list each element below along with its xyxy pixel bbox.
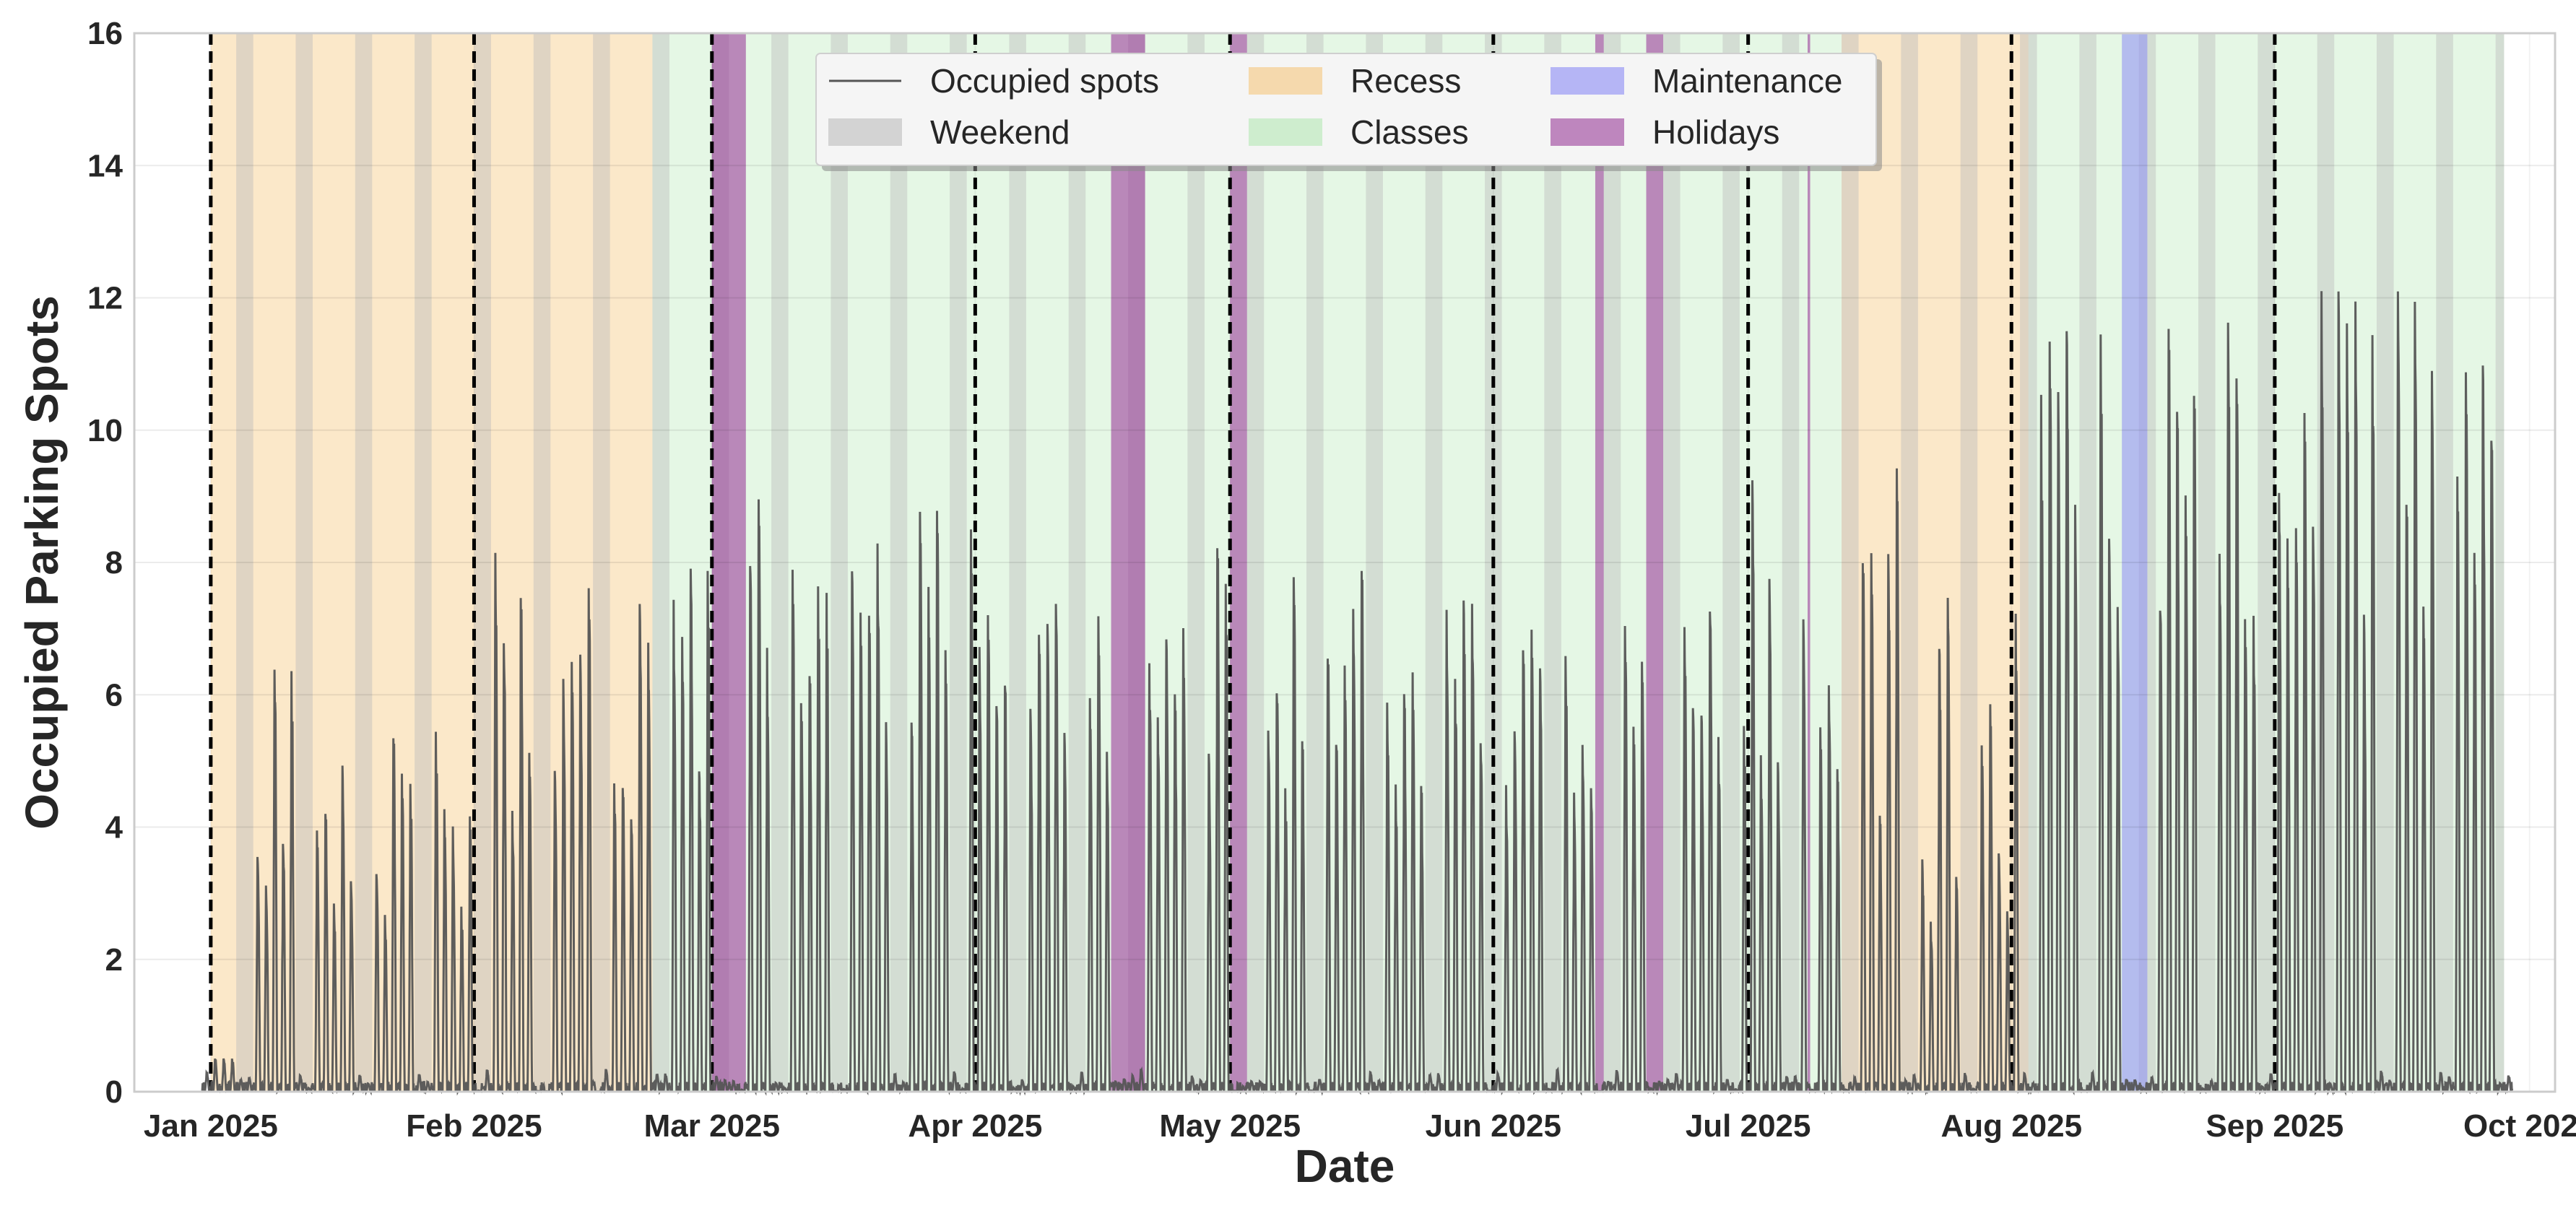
weekend-band — [1960, 33, 1978, 1092]
holiday-band-2 — [1230, 33, 1247, 1092]
month-boundary-lines — [209, 33, 2277, 1092]
y-tick-label: 4 — [105, 810, 123, 845]
plot-frame — [133, 32, 2557, 1093]
x-tick-label: Apr 2025 — [908, 1108, 1042, 1144]
x-axis-label: Date — [1295, 1140, 1395, 1192]
weekend-band — [950, 33, 967, 1092]
weekend-band — [474, 33, 491, 1092]
period-shading-layer — [210, 33, 2505, 1092]
weekend-band — [593, 33, 610, 1092]
weekend-band — [295, 33, 313, 1092]
legend-swatch-holidays — [1551, 118, 1624, 146]
holiday-band-3 — [1595, 33, 1604, 1092]
weekend-band — [1722, 33, 1740, 1092]
legend-swatch-classes — [1249, 118, 1322, 146]
weekend-band — [890, 33, 908, 1092]
weekend-band — [2198, 33, 2216, 1092]
occupancy-series — [201, 291, 2514, 1096]
x-tick-label: Aug 2025 — [1940, 1108, 2082, 1144]
maintenance-band-0 — [2122, 33, 2148, 1092]
legend-label: Maintenance — [1652, 62, 1842, 100]
x-tick-label: May 2025 — [1159, 1108, 1301, 1144]
weekend-band — [1068, 33, 1086, 1092]
legend-swatch-maintenance — [1551, 67, 1624, 95]
occupied-spots-line — [201, 291, 2514, 1096]
legend-label: Occupied spots — [930, 62, 1159, 100]
y-tick-label: 8 — [105, 545, 123, 581]
x-tick-label: Mar 2025 — [644, 1108, 780, 1144]
y-axis-label: Occupied Parking Spots — [16, 295, 68, 830]
weekend-band — [2079, 33, 2096, 1092]
weekend-band — [415, 33, 432, 1092]
legend-swatch-weekend — [828, 118, 902, 146]
legend-swatch-recess — [1249, 67, 1322, 95]
x-tick-label: Jan 2025 — [144, 1108, 278, 1144]
y-tick-label: 14 — [87, 148, 123, 183]
weekend-band — [1663, 33, 1681, 1092]
weekend-band — [1187, 33, 1205, 1092]
weekend-band — [1544, 33, 1561, 1092]
y-tick-label: 12 — [87, 281, 123, 316]
legend-label: Classes — [1350, 113, 1469, 151]
y-tick-label: 6 — [105, 677, 123, 713]
weekend-band — [1425, 33, 1443, 1092]
y-tick-label: 0 — [105, 1074, 123, 1110]
x-tick-label: Oct 2025 — [2463, 1108, 2576, 1144]
x-tick-label: Jun 2025 — [1426, 1108, 1561, 1144]
weekend-band — [1901, 33, 1918, 1092]
legend-label: Holidays — [1652, 113, 1779, 151]
weekend-band — [2436, 33, 2453, 1092]
x-tick-label: Sep 2025 — [2206, 1108, 2343, 1144]
holiday-band-5 — [1807, 33, 1810, 1092]
weekend-band — [1842, 33, 1859, 1092]
weekend-band — [2258, 33, 2275, 1092]
weekend-band — [2020, 33, 2037, 1092]
weekend-band — [1366, 33, 1383, 1092]
weekend-band — [1782, 33, 1800, 1092]
weekend-band — [652, 33, 669, 1092]
legend-label: Weekend — [930, 113, 1070, 151]
holiday-band-4 — [1646, 33, 1664, 1092]
weekend-band — [1009, 33, 1026, 1092]
holiday-band-0 — [711, 33, 746, 1092]
legend-label: Recess — [1350, 62, 1461, 100]
weekend-band — [1306, 33, 1324, 1092]
x-tick-label: Feb 2025 — [406, 1108, 542, 1144]
weekend-band — [236, 33, 253, 1092]
weekend-band — [831, 33, 848, 1092]
x-tick-labels: Jan 2025 Feb 2025 Mar 2025 Apr 2025 May 2025… — [144, 1108, 2576, 1144]
legend: Occupied spots Weekend Recess Classes Mainte… — [815, 53, 1882, 171]
weekend-band — [1603, 33, 1621, 1092]
y-tick-labels: 0 2 4 6 8 10 12 14 16 — [87, 16, 123, 1110]
x-tick-label: Jul 2025 — [1686, 1108, 1811, 1144]
weekend-band — [2495, 33, 2505, 1092]
weekend-band — [533, 33, 551, 1092]
weekend-band — [355, 33, 373, 1092]
weekend-band — [1246, 33, 1265, 1092]
weekend-band — [771, 33, 789, 1092]
y-tick-label: 10 — [87, 413, 123, 448]
holiday-band-1 — [1111, 33, 1145, 1092]
weekend-band — [2377, 33, 2394, 1092]
y-tick-label: 16 — [87, 16, 123, 51]
y-tick-label: 2 — [105, 942, 123, 978]
